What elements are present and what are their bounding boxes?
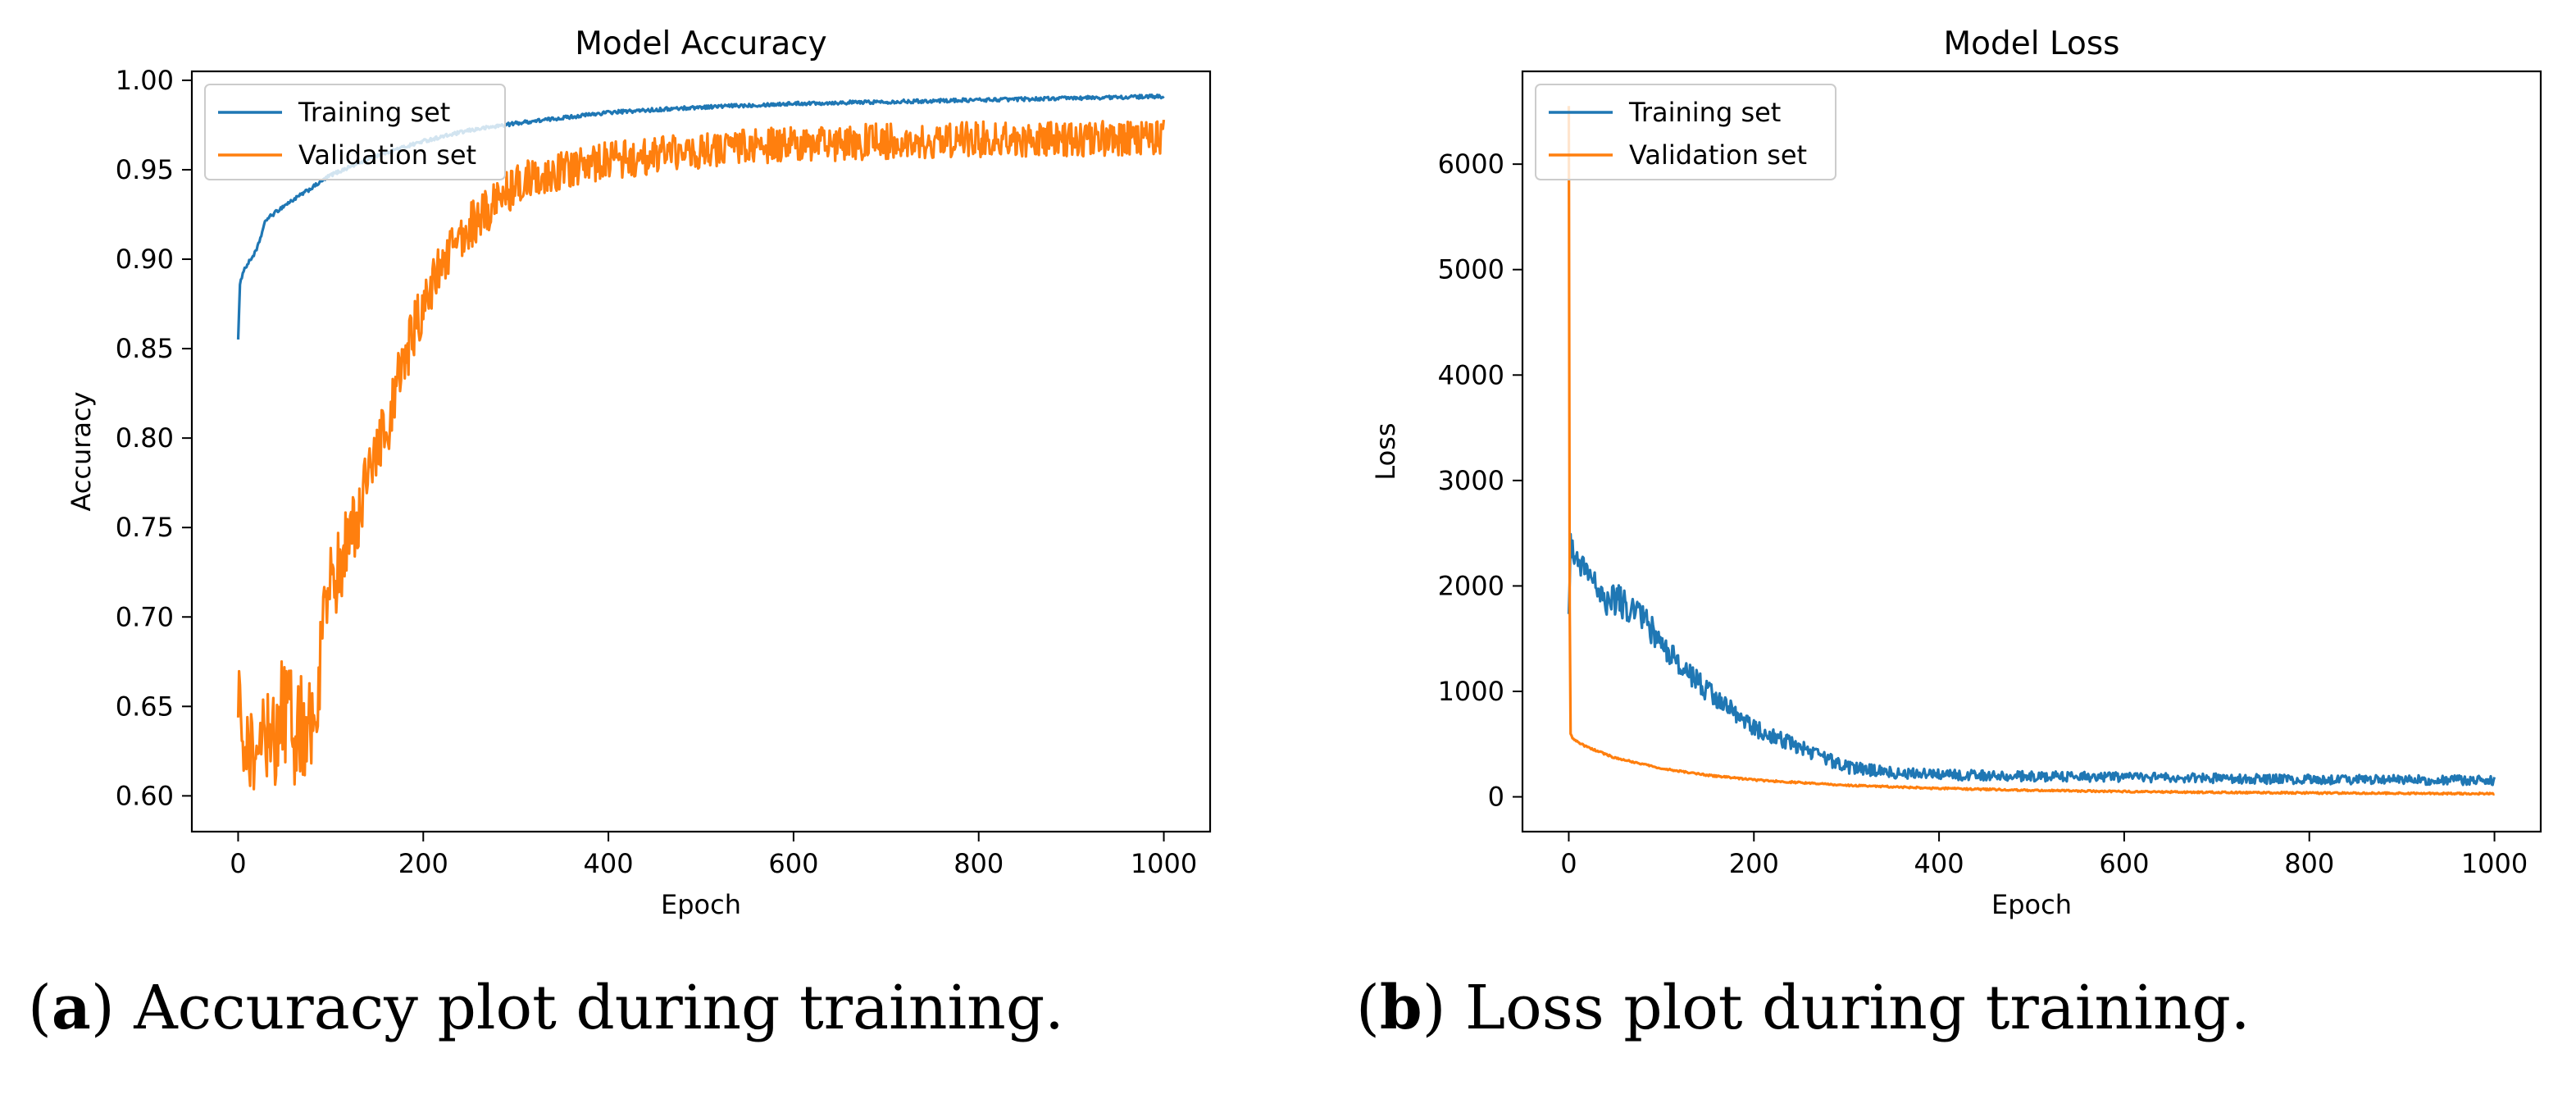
y-tick-label: 0.90 <box>116 244 174 275</box>
caption-a: (a) Accuracy plot during training. <box>28 973 1064 1043</box>
x-tick-label: 800 <box>2284 848 2334 879</box>
caption-b-text: Loss plot during training. <box>1445 973 2251 1043</box>
plot-frame <box>1521 70 2542 833</box>
y-tick-label: 0.65 <box>116 691 174 722</box>
caption-a-text: Accuracy plot during training. <box>114 973 1064 1043</box>
y-axis-label: Accuracy <box>66 391 97 511</box>
legend: Training set Validation set <box>204 84 506 180</box>
x-axis-label: Epoch <box>661 889 741 920</box>
x-tick-label: 1000 <box>1131 848 1197 879</box>
y-tick-label: 0.85 <box>116 333 174 364</box>
x-tick-label: 600 <box>2099 848 2149 879</box>
x-tick-label: 400 <box>584 848 634 879</box>
y-tick-label: 0.60 <box>116 780 174 811</box>
y-tick-label: 1000 <box>1438 676 1504 707</box>
y-tick-label: 4000 <box>1438 359 1504 390</box>
y-tick-label: 0 <box>1488 782 1504 813</box>
legend-label: Training set <box>298 97 450 128</box>
x-tick-label: 200 <box>398 848 448 879</box>
loss-chart: Model Loss 0 200 400 600 800 1000 0 1000 2000 3000… <box>1370 25 2542 920</box>
chart-title: Model Accuracy <box>575 25 827 62</box>
y-tick-label: 0.75 <box>116 512 174 543</box>
x-tick-label: 400 <box>1914 848 1964 879</box>
accuracy-chart: Model Accuracy 0 200 400 600 800 1000 0.60 0.65 0… <box>66 25 1212 920</box>
y-tick-label: 2000 <box>1438 570 1504 601</box>
x-tick-label: 0 <box>230 848 246 879</box>
series-line-training-set <box>1567 532 2496 787</box>
caption-a-letter: a <box>51 973 91 1043</box>
legend-label: Validation set <box>1629 139 1807 171</box>
x-tick-label: 600 <box>768 848 818 879</box>
series-line-validation-set <box>1567 106 2496 796</box>
legend-label: Validation set <box>298 139 476 171</box>
y-tick-label: 0.80 <box>116 422 174 454</box>
x-tick-label: 0 <box>1560 848 1577 879</box>
y-tick-label: 6000 <box>1438 148 1504 180</box>
x-tick-label: 1000 <box>2461 848 2528 879</box>
x-axis-label: Epoch <box>1991 889 2072 920</box>
y-axis-label: Loss <box>1370 422 1401 480</box>
y-tick-label: 0.70 <box>116 601 174 632</box>
legend-label: Training set <box>1628 97 1781 128</box>
chart-title: Model Loss <box>1943 25 2119 62</box>
x-tick-label: 800 <box>953 848 1004 879</box>
legend: Training set Validation set <box>1535 84 1836 180</box>
x-tick-label: 200 <box>1729 848 1779 879</box>
caption-b-letter: b <box>1379 973 1422 1043</box>
plot-frame <box>190 70 1212 833</box>
y-tick-label: 1.00 <box>116 65 174 96</box>
caption-b: (b) Loss plot during training. <box>1356 973 2251 1043</box>
y-tick-label: 3000 <box>1438 465 1504 496</box>
y-tick-label: 5000 <box>1438 254 1504 285</box>
series-line-validation-set <box>236 119 1166 791</box>
y-tick-label: 0.95 <box>116 154 174 185</box>
